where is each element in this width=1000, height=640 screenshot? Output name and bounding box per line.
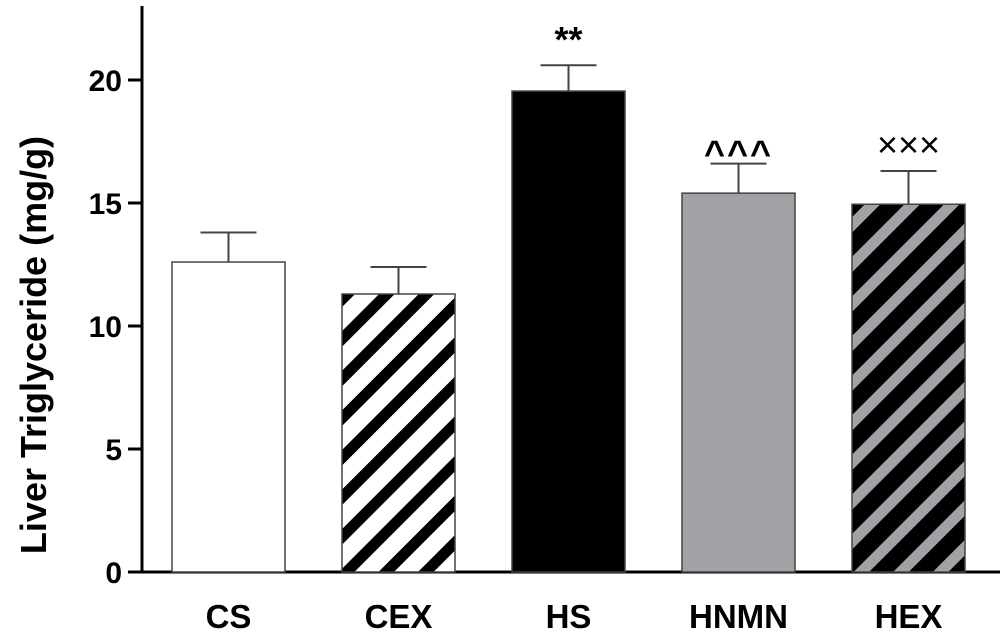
- y-tick-label: 10: [89, 311, 122, 344]
- significance-marker: **: [554, 19, 582, 60]
- y-tick-label: 0: [105, 557, 122, 590]
- significance-marker: ^^^: [704, 133, 773, 174]
- y-tick-label: 5: [105, 434, 122, 467]
- bar-cex: [341, 265, 456, 573]
- bars: ** ^^^ ×××: [171, 19, 966, 573]
- bar-hnmn: ^^^: [681, 133, 796, 573]
- y-tick-label: 15: [89, 188, 122, 221]
- bar-hs: **: [511, 19, 626, 573]
- y-tick-label: 20: [89, 65, 122, 98]
- x-tick-label: HNMN: [689, 598, 788, 635]
- y-axis-label: Liver Triglyceride (mg/g): [13, 136, 54, 554]
- category-labels: CS CEX HS HNMN HEX: [206, 598, 943, 635]
- y-axis-title: Liver Triglyceride (mg/g): [13, 136, 54, 554]
- bar-hex: ×××: [851, 124, 966, 573]
- x-tick-label: CS: [206, 598, 252, 635]
- x-tick-label: HS: [546, 598, 592, 635]
- bar-cs: [171, 231, 286, 573]
- x-tick-label: CEX: [365, 598, 433, 635]
- significance-marker: ×××: [877, 124, 940, 165]
- x-tick-label: HEX: [875, 598, 943, 635]
